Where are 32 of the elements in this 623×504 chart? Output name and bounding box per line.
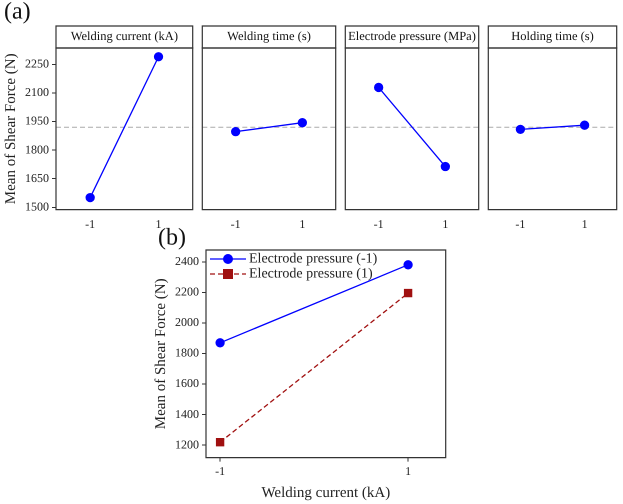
x-tick-label: -1	[515, 216, 526, 231]
x-tick-label: 1	[299, 216, 306, 231]
y-tick-label: 1800	[175, 346, 199, 360]
y-axis-title: Mean of Shear Force (N)	[152, 278, 169, 430]
y-tick-label: 1800	[25, 142, 49, 156]
chart-title: Welding time (s)	[227, 28, 311, 43]
text: (a)	[4, 0, 31, 24]
y-tick-label: 1200	[175, 437, 199, 452]
y-tick-label: 2400	[175, 254, 199, 268]
legend-label: Electrode pressure (-1)	[249, 252, 378, 267]
y-tick-label: 2100	[25, 85, 49, 100]
y-tick-label: 1950	[25, 114, 49, 128]
y-tick-label: 1500	[25, 199, 49, 214]
y-tick-label: 1600	[175, 376, 199, 390]
chart-title: Holding time (s)	[511, 28, 594, 43]
chart-title: Welding current (kA)	[70, 28, 178, 43]
legend-label: Electrode pressure (1)	[249, 266, 373, 282]
x-tick-label: -1	[215, 464, 226, 478]
y-axis-title: Mean of Shear Force (N)	[2, 53, 19, 204]
x-tick-label: 1	[442, 216, 448, 231]
x-tick-label: -1	[230, 216, 241, 231]
y-tick-label: 2000	[175, 315, 199, 330]
chart-title: Electrode pressure (MPa)	[348, 28, 476, 43]
y-tick-label: 2250	[25, 56, 49, 71]
x-axis-title: Welding current (kA)	[261, 484, 390, 501]
y-tick-label: 2200	[175, 284, 199, 298]
x-tick-label: -1	[374, 216, 384, 231]
x-tick-label: 1	[405, 464, 412, 478]
x-tick-label: 1	[582, 216, 588, 231]
y-tick-label: 1650	[25, 170, 49, 185]
y-tick-label: 1400	[175, 406, 199, 421]
x-tick-label: -1	[85, 216, 96, 231]
